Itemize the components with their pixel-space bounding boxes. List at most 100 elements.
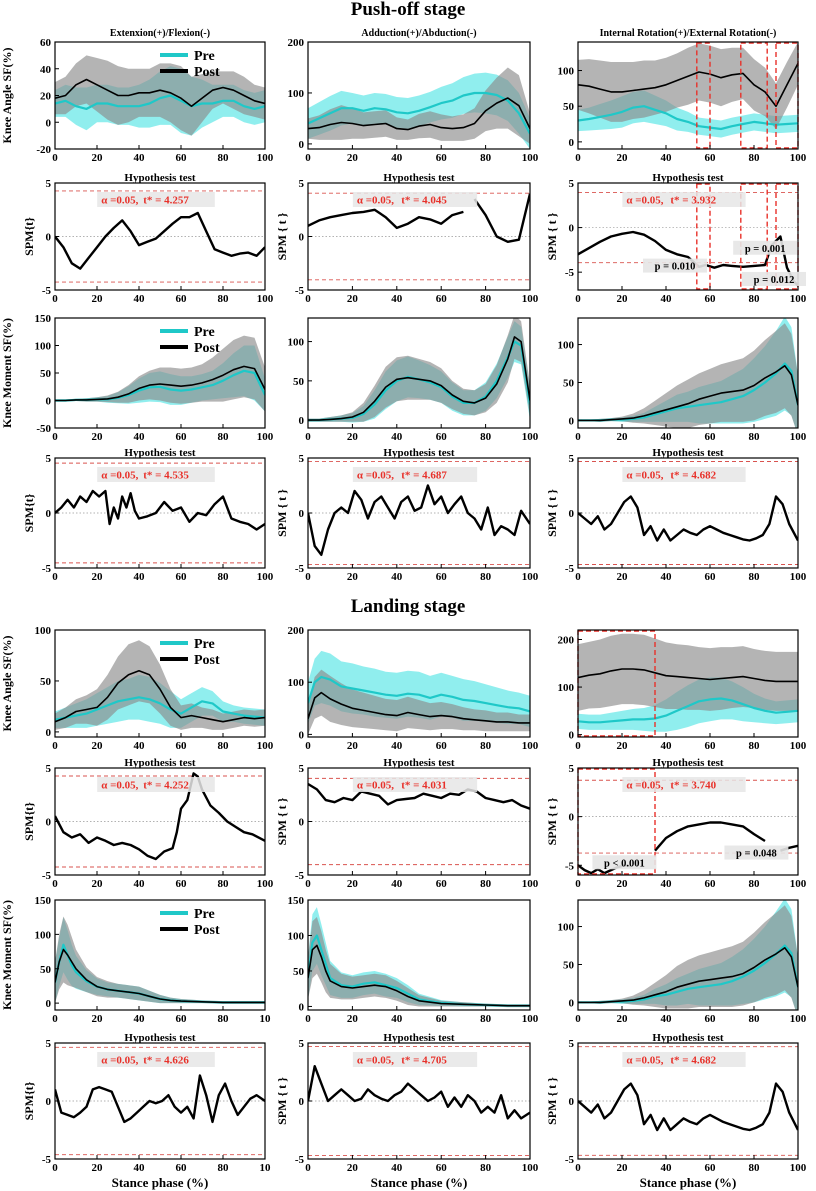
- x-tick-label: 20: [92, 571, 104, 583]
- t-star-label: t* = 4.045: [401, 195, 447, 207]
- band-post: [55, 916, 265, 1004]
- x-tick-label: 0: [305, 293, 311, 305]
- y-axis-label: SPM { t }: [275, 797, 289, 845]
- y-tick-label: 50: [40, 368, 52, 380]
- y-tick-label: 5: [299, 763, 305, 775]
- x-tick-label: 40: [661, 740, 673, 752]
- y-axis-label: SPM { t }: [275, 1077, 289, 1125]
- plot-area: [55, 190, 265, 283]
- series-line-spm: [308, 782, 530, 810]
- legend-post-label: Post: [194, 653, 220, 668]
- series-line-post: [55, 948, 265, 1004]
- x-tick-label: 100: [522, 878, 539, 890]
- x-tick-label: 80: [480, 1162, 492, 1174]
- y-tick-label: -5: [565, 267, 575, 279]
- x-tick-label: 100: [257, 152, 274, 164]
- band-post: [578, 633, 798, 711]
- test-title: Hypothesis test: [652, 757, 724, 769]
- t-star-label: t* = 4.626: [143, 1055, 189, 1067]
- x-tick-label: 20: [347, 293, 359, 305]
- y-tick-label: 0: [299, 139, 305, 151]
- t-star-label: t* = 3.740: [670, 780, 716, 792]
- x-tick-label: 80: [749, 1013, 761, 1025]
- series-line-spm: [55, 1074, 265, 1124]
- x-tick-label: 100: [522, 431, 539, 443]
- x-tick-label: 40: [661, 152, 673, 164]
- x-tick-label: 100: [522, 571, 539, 583]
- x-tick-label: 80: [749, 571, 761, 583]
- plot-area: [308, 907, 530, 1008]
- legend-pre-label: Pre: [194, 907, 215, 922]
- plot-area: [308, 460, 530, 566]
- y-tick-label: 0: [299, 508, 305, 520]
- y-axis-label: SPM { t }: [275, 489, 289, 537]
- row-y-axis-label: Knee Moment SF(%): [0, 318, 14, 428]
- series-line-spm: [578, 495, 798, 542]
- x-tick-label: 20: [617, 1013, 629, 1025]
- series-line-pre: [308, 91, 530, 135]
- alpha-label: α =0.05,: [357, 195, 394, 207]
- x-tick-label: 100: [522, 152, 539, 164]
- x-tick-label: 80: [218, 571, 230, 583]
- series-line-spm: [55, 772, 265, 861]
- y-tick-label: -5: [42, 1154, 52, 1166]
- threshold-label-bg: [622, 192, 746, 207]
- x-tick-label: 40: [661, 1013, 673, 1025]
- x-tick-label: 40: [134, 293, 146, 305]
- band-post: [578, 905, 798, 1010]
- axes-frame: [307, 629, 531, 738]
- x-tick-label: 40: [391, 1013, 403, 1025]
- x-tick-label: 60: [705, 1162, 717, 1174]
- plot-area: [578, 900, 798, 1010]
- x-tick-label: 20: [92, 152, 104, 164]
- alpha-label: α =0.05,: [101, 470, 138, 482]
- p-value-bg: [643, 258, 707, 273]
- x-tick-label: 20: [92, 1013, 104, 1025]
- series-line-post: [578, 63, 798, 107]
- row-y-axis-label: Knee Angle SF(%): [0, 48, 14, 144]
- x-tick-label: 40: [134, 571, 146, 583]
- x-tick-label: 80: [480, 431, 492, 443]
- y-tick-label: 100: [558, 922, 575, 934]
- y-tick-label: 200: [558, 635, 575, 647]
- plot-area: [55, 335, 265, 412]
- alpha-label: α =0.05,: [101, 1055, 138, 1067]
- x-tick-label: 10: [260, 1013, 272, 1025]
- legend-pre-label: Pre: [194, 637, 215, 652]
- x-axis-label: Stance phase (%): [371, 1175, 468, 1190]
- p-value-label: p = 0.012: [754, 275, 795, 286]
- x-tick-label: 40: [391, 431, 403, 443]
- x-tick-label: 80: [749, 740, 761, 752]
- x-tick-label: 100: [790, 431, 807, 443]
- x-tick-label: 80: [480, 878, 492, 890]
- x-tick-label: 60: [436, 293, 448, 305]
- y-tick-label: 100: [288, 337, 305, 349]
- y-tick-label: 0: [46, 817, 52, 829]
- series-line-post: [308, 336, 530, 421]
- axes-frame: [577, 767, 799, 876]
- y-tick-label: 0: [299, 415, 305, 427]
- x-tick-label: 20: [92, 878, 104, 890]
- legend-post-label: Post: [194, 341, 220, 356]
- alpha-label: α =0.05,: [357, 780, 394, 792]
- alpha-label: α =0.05,: [357, 470, 394, 482]
- x-tick-label: 20: [92, 1162, 104, 1174]
- x-tick-label: 100: [790, 571, 807, 583]
- x-tick-label: 40: [391, 878, 403, 890]
- x-tick-label: 0: [575, 1162, 581, 1174]
- x-tick-label: 20: [617, 1162, 629, 1174]
- axes-frame: [577, 317, 799, 429]
- y-tick-label: 20: [40, 91, 52, 103]
- y-tick-label: 100: [35, 341, 52, 353]
- test-title: Hypothesis test: [124, 757, 196, 769]
- x-tick-label: 80: [749, 1162, 761, 1174]
- plot-area: [55, 916, 265, 1004]
- threshold-label-bg: [622, 1052, 746, 1067]
- y-tick-label: 0: [46, 396, 52, 408]
- y-tick-label: 50: [40, 964, 52, 976]
- y-tick-label: -5: [295, 285, 305, 297]
- x-tick-label: 100: [790, 878, 807, 890]
- y-tick-label: 100: [558, 682, 575, 694]
